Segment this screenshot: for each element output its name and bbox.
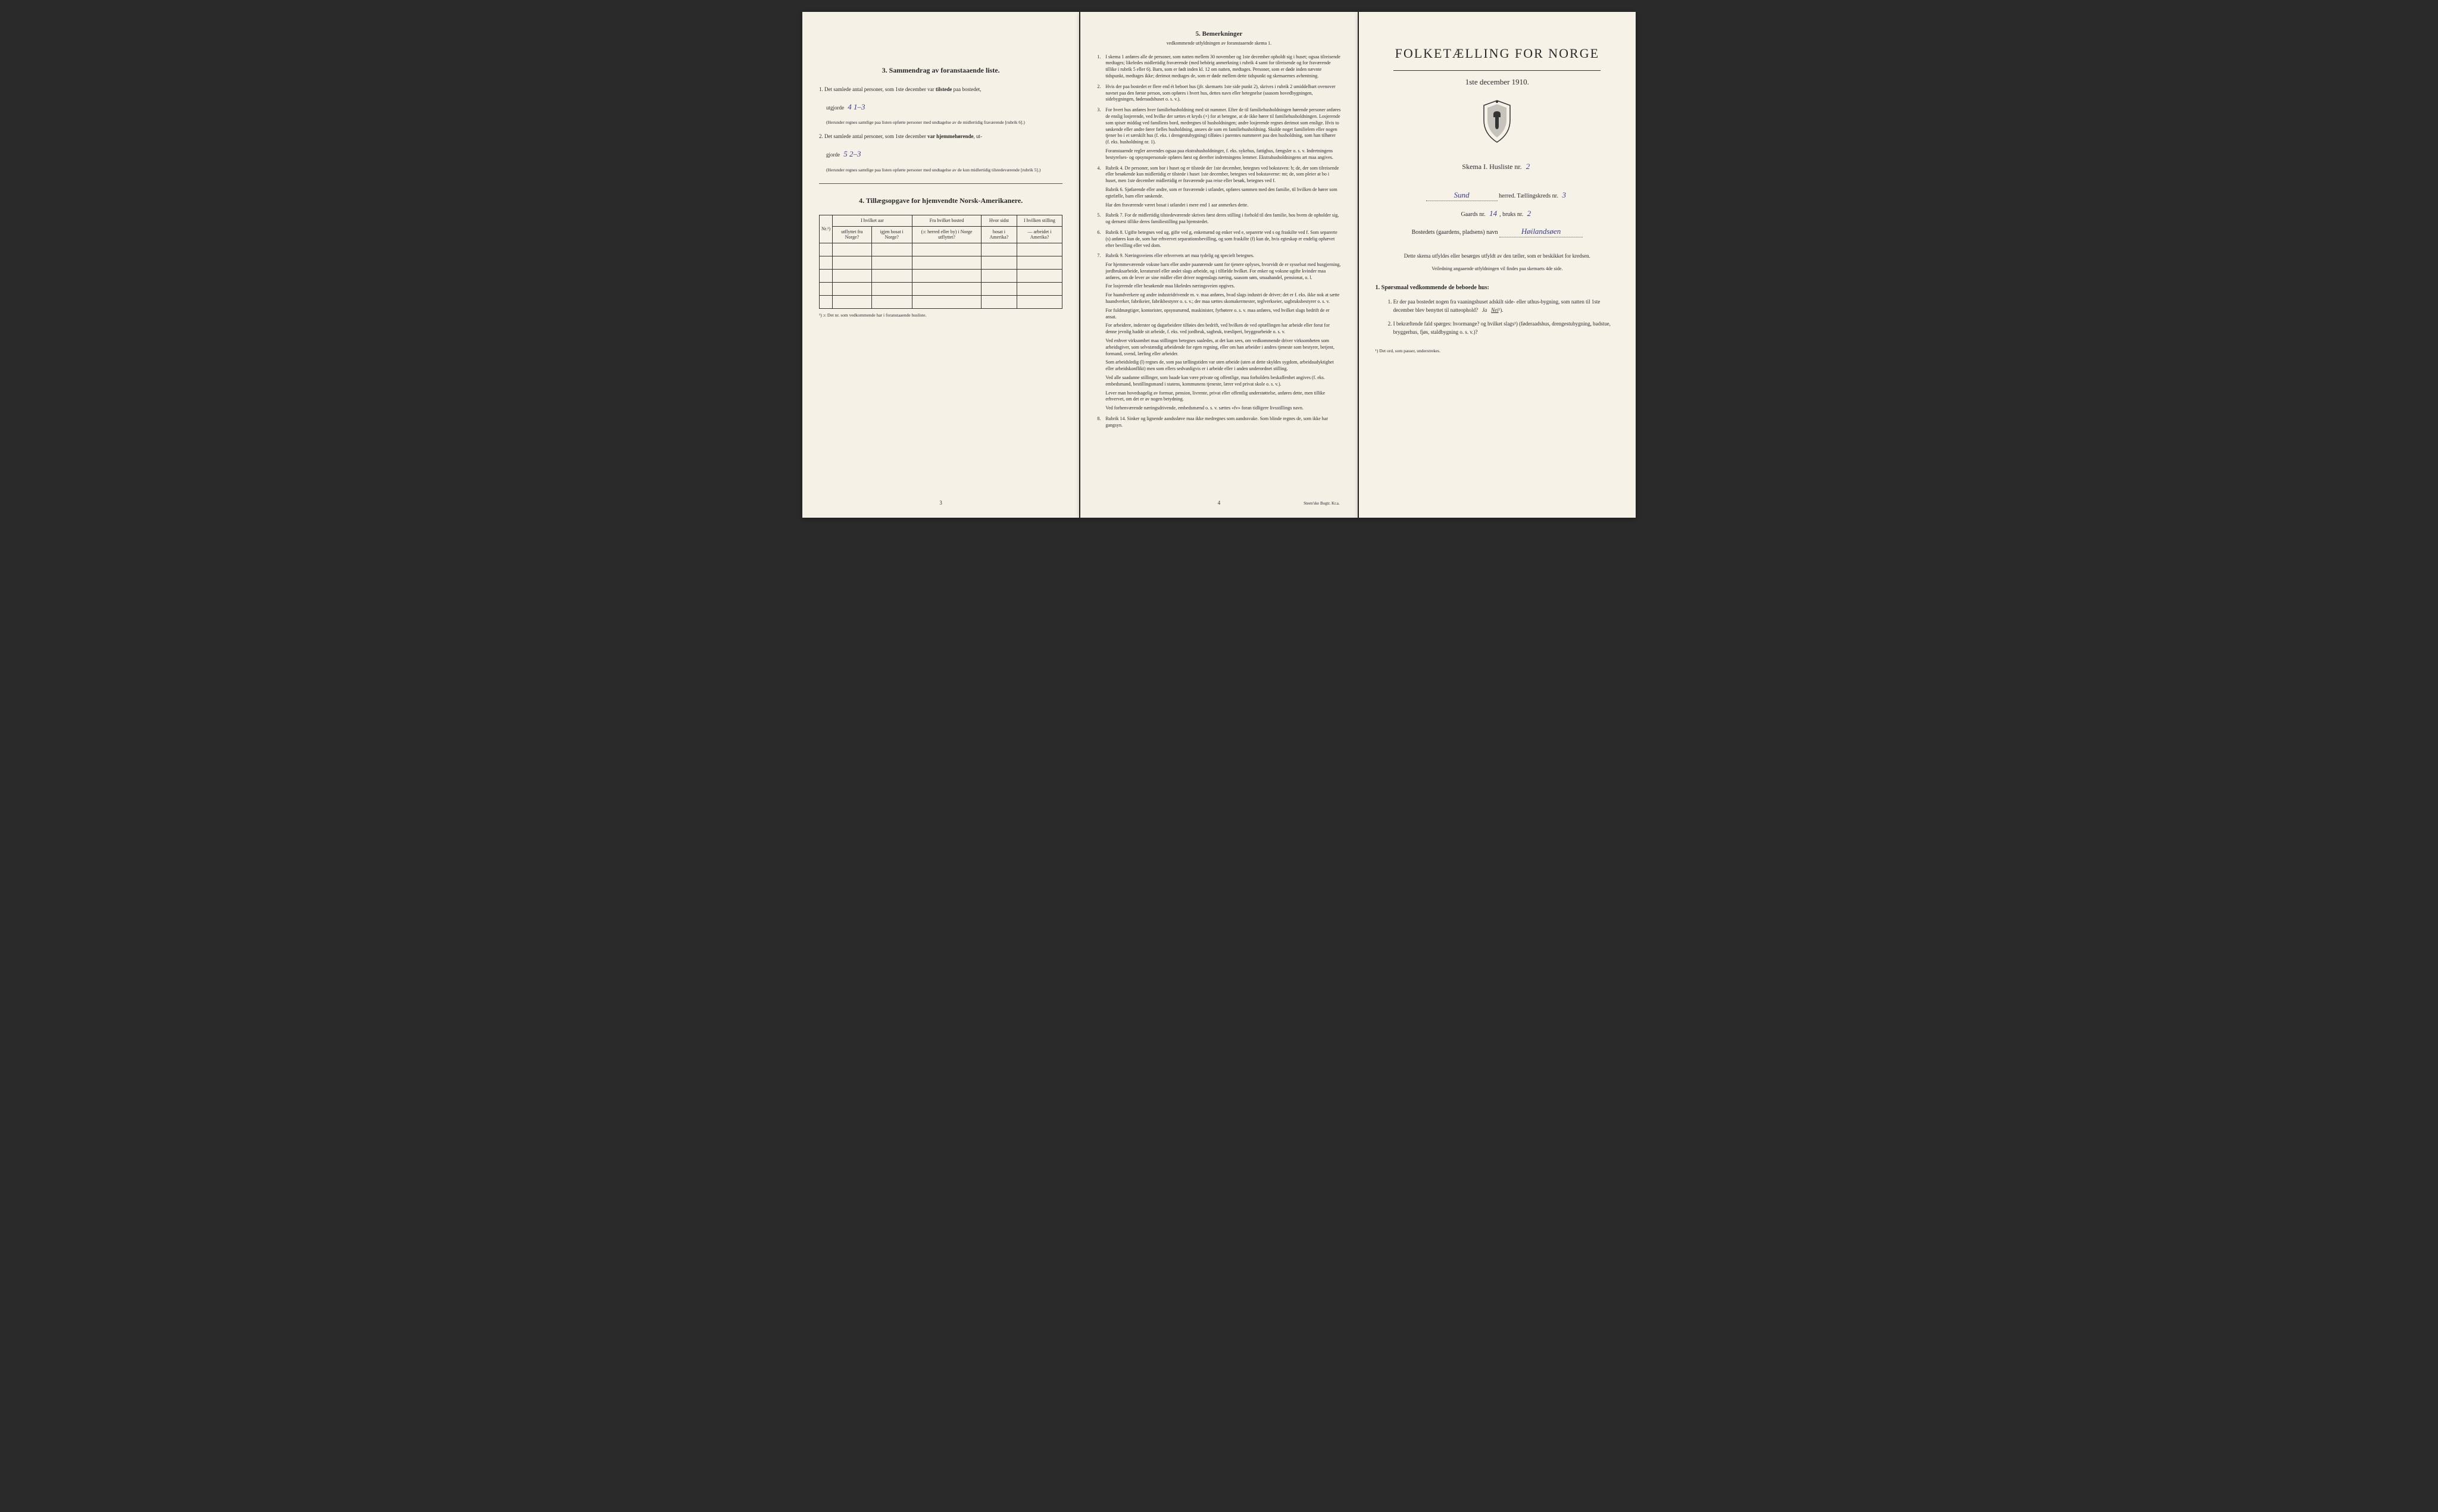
gaards-label: Gaards nr.: [1461, 211, 1486, 218]
q1-ja: Ja: [1482, 307, 1487, 313]
item-1-prefix: 1. Det samlede antal personer, som 1ste …: [819, 86, 936, 92]
th-stilling-top: I hvilken stilling: [1017, 215, 1062, 227]
section-3-title: 3. Sammendrag av foranstaaende liste.: [819, 65, 1062, 76]
page-cover: FOLKETÆLLING FOR NORGE 1ste december 191…: [1359, 12, 1636, 518]
item-1-suffix: paa bostedet,: [952, 86, 981, 92]
item-1-value: 4 1–3: [845, 102, 867, 111]
schema-line: Skema I. Husliste nr. 2: [1376, 161, 1619, 172]
q1-sup: ¹).: [1499, 307, 1504, 313]
page-number-4: 4: [1218, 499, 1221, 507]
q1-nei: Nei: [1491, 307, 1499, 313]
th-sidst: bosat i Amerika?: [982, 226, 1017, 243]
question-2: I bekræftende fald spørges: hvormange? o…: [1393, 320, 1619, 336]
schema-label: Skema I. Husliste nr.: [1462, 162, 1521, 171]
right-footnote: ¹) Det ord, som passer, understrekes.: [1376, 348, 1619, 355]
table-footnote: ¹) ɔ: Det nr. som vedkommende har i fora…: [819, 312, 1062, 319]
item-1-utgjorde: utgjorde: [826, 105, 844, 111]
questions-list: Er der paa bostedet nogen fra vaaningshu…: [1376, 298, 1619, 336]
remark-item: 1.I skema 1 anføres alle de personer, so…: [1097, 54, 1340, 80]
herred-line: Sund herred. Tællingskreds nr. 3: [1376, 190, 1619, 201]
main-title: FOLKETÆLLING FOR NORGE: [1376, 45, 1619, 63]
amerikaner-table-container: Nr.¹) I hvilket aar Fra hvilket bosted H…: [819, 215, 1062, 318]
item-2-suffix: , ut-: [973, 133, 982, 139]
bruks-value: 2: [1525, 209, 1534, 218]
table-row: [820, 256, 1062, 270]
th-bosted: (ɔ: herred eller by) i Norge utflyttet?: [912, 226, 981, 243]
th-utflyttet: utflyttet fra Norge?: [833, 226, 872, 243]
instructions: Dette skema utfyldes eller besørges utfy…: [1376, 252, 1619, 261]
item-2-line2: gjorde 5 2–3: [826, 147, 1062, 161]
remark-item: 3.For hvert hus anføres hver familiehush…: [1097, 107, 1340, 161]
kreds-value: 3: [1559, 190, 1568, 199]
amerikaner-table: Nr.¹) I hvilket aar Fra hvilket bosted H…: [819, 215, 1062, 309]
th-igjen: igjen bosat i Norge?: [871, 226, 912, 243]
section-4-title: 4. Tillægsopgave for hjemvendte Norsk-Am…: [819, 196, 1062, 206]
document-triptych: 3. Sammendrag av foranstaaende liste. 1.…: [802, 12, 1636, 518]
gaards-line: Gaards nr. 14, bruks nr. 2: [1376, 208, 1619, 219]
item-1-note: (Herunder regnes samtlige paa listen opf…: [826, 120, 1062, 126]
th-bosted-top: Fra hvilket bosted: [912, 215, 981, 227]
gaards-value: 14: [1487, 209, 1499, 218]
page-3: 3. Sammendrag av foranstaaende liste. 1.…: [802, 12, 1079, 518]
divider: [819, 183, 1062, 184]
remark-item: 5.Rubrik 7. For de midlertidig tilstedev…: [1097, 212, 1340, 226]
page-number-3: 3: [939, 499, 942, 507]
herred-value: Sund: [1426, 190, 1498, 201]
th-stilling: — arbeidet i Amerika?: [1017, 226, 1062, 243]
item-1-bold: tilstede: [936, 86, 952, 92]
section-5-subtitle: vedkommende utfyldningen av foranstaaend…: [1097, 40, 1340, 46]
item-2: 2. Det samlede antal personer, som 1ste …: [819, 132, 1062, 141]
item-2-note: (Herunder regnes samtlige paa listen opf…: [826, 167, 1062, 173]
question-1: Er der paa bostedet nogen fra vaaningshu…: [1393, 298, 1619, 314]
bosted-label: Bostedets (gaardens, pladsens) navn: [1412, 229, 1498, 236]
printer-mark: Steen'ske Bogtr. Kr.a.: [1304, 501, 1340, 507]
remark-item: 7.Rubrik 9. Næringsveiens eller erhverve…: [1097, 253, 1340, 412]
schema-value: 2: [1524, 162, 1533, 171]
remarks-list: 1.I skema 1 anføres alle de personer, so…: [1097, 54, 1340, 429]
th-sidst-top: Hvor sidst: [982, 215, 1017, 227]
bosted-line: Bostedets (gaardens, pladsens) navn Høil…: [1376, 226, 1619, 237]
item-2-gjorde: gjorde: [826, 152, 840, 158]
instructions-sub: Veiledning angaaende utfyldningen vil fi…: [1376, 265, 1619, 272]
table-row: [820, 243, 1062, 256]
crest-icon: [1376, 99, 1619, 146]
remark-item: 4.Rubrik 4. De personer, som bor i huset…: [1097, 165, 1340, 209]
item-2-bold: var hjemmehørende: [927, 133, 973, 139]
title-rule: [1393, 70, 1601, 71]
table-row: [820, 283, 1062, 296]
remark-item: 2.Hvis der paa bostedet er flere end ét …: [1097, 84, 1340, 103]
bruks-label: bruks nr.: [1502, 211, 1523, 218]
item-1-line2: utgjorde 4 1–3: [826, 100, 1062, 114]
questions-title: 1. Spørsmaal vedkommende de beboede hus:: [1376, 284, 1619, 292]
item-2-value: 5 2–3: [841, 149, 863, 158]
herred-label: herred. Tællingskreds nr.: [1499, 193, 1558, 199]
bosted-value: Høilandsøen: [1499, 226, 1583, 237]
th-aar: I hvilket aar: [833, 215, 912, 227]
remark-item: 6.Rubrik 8. Ugifte betegnes ved ug, gift…: [1097, 230, 1340, 249]
item-2-prefix: 2. Det samlede antal personer, som 1ste …: [819, 133, 927, 139]
th-nr: Nr.¹): [820, 215, 833, 243]
remark-item: 8.Rubrik 14. Sinker og lignende aandsslø…: [1097, 416, 1340, 429]
page-4: 5. Bemerkninger vedkommende utfyldningen…: [1080, 12, 1357, 518]
item-1: 1. Det samlede antal personer, som 1ste …: [819, 84, 1062, 94]
table-row: [820, 296, 1062, 309]
table-row: [820, 270, 1062, 283]
date-line: 1ste december 1910.: [1376, 77, 1619, 87]
section-5-title: 5. Bemerkninger: [1097, 30, 1340, 39]
